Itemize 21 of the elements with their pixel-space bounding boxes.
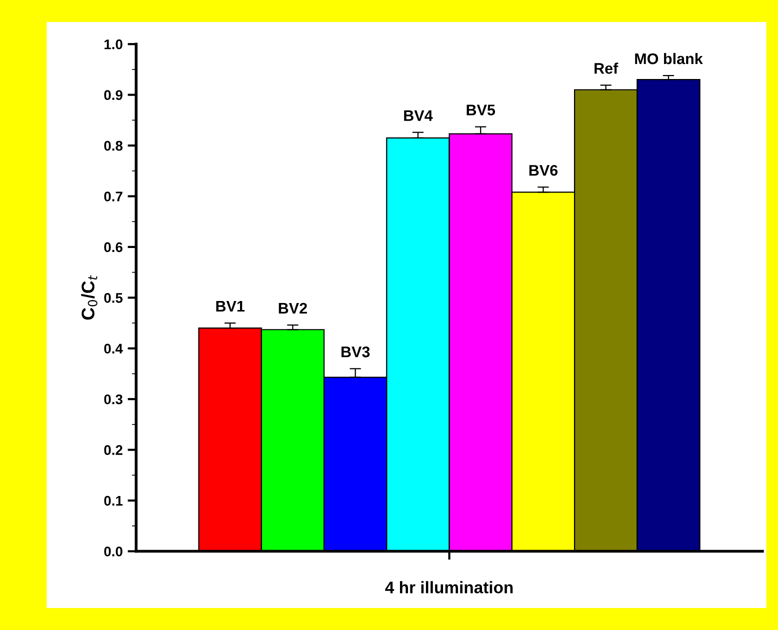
series-label: BV1 (216, 301, 245, 312)
y-tick-label: 0.0 (104, 546, 122, 556)
series-label: BV5 (466, 104, 496, 116)
series-label: BV2 (278, 302, 307, 314)
y-axis-title: C$_{0}$/C$_{t}$ (81, 275, 98, 320)
y-tick-label: 0.4 (104, 344, 123, 354)
x-axis-title: 4 hr illumination (385, 581, 513, 594)
y-tick-label: 0.8 (104, 140, 123, 151)
y-tick-label: 0.2 (104, 445, 122, 455)
y-tick-label: 0.7 (104, 192, 122, 202)
y-tick-label: 0.9 (104, 90, 122, 100)
y-tick-label: 1.0 (104, 39, 122, 50)
series-label: MO blank (635, 52, 703, 64)
y-tick-label: 0.3 (104, 394, 122, 404)
series-label: Ref (594, 62, 618, 74)
series-label: BV6 (529, 164, 558, 176)
y-tick-label: 0.5 (104, 293, 123, 303)
y-tick-label: 0.1 (104, 496, 123, 506)
series-label: BV4 (404, 110, 433, 121)
y-tick-label: 0.6 (104, 242, 122, 252)
series-label: BV3 (342, 346, 370, 358)
